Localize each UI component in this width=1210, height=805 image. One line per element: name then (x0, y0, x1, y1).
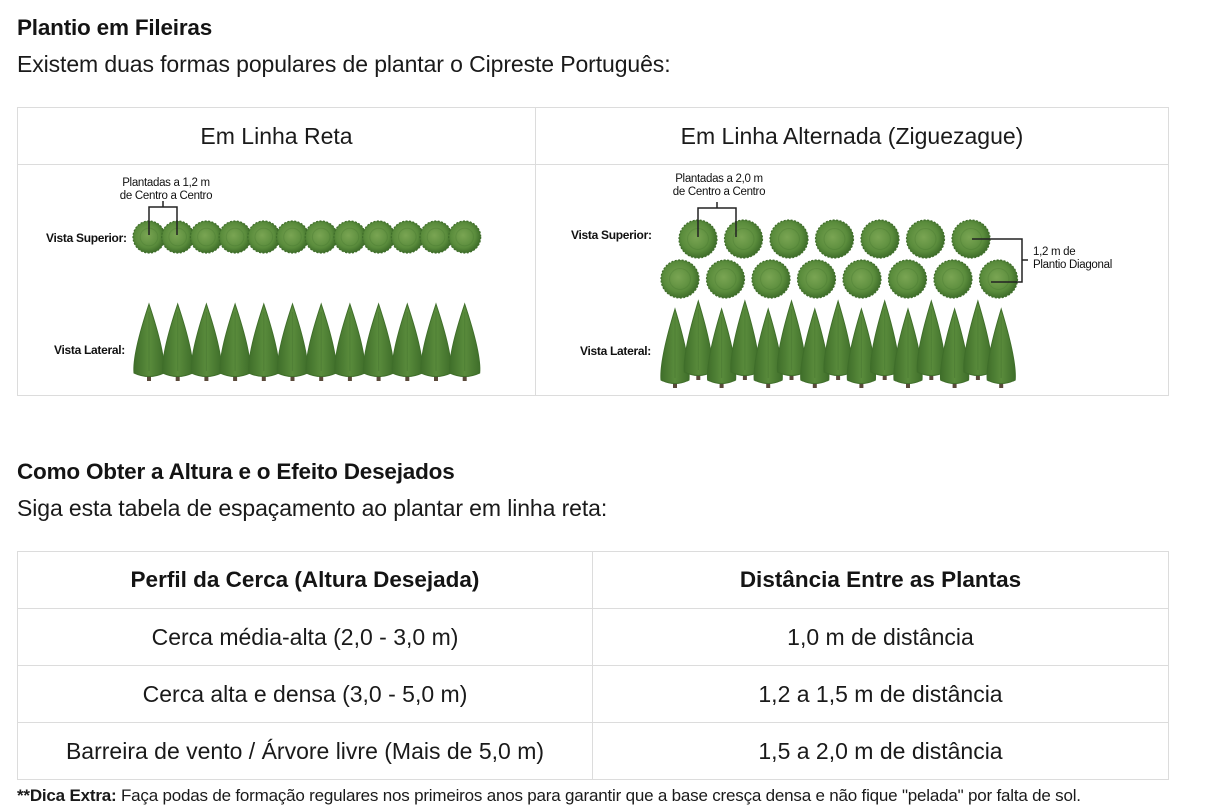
cell-profile: Cerca alta e densa (3,0 - 5,0 m) (17, 665, 593, 723)
planting-methods-table: Em Linha Reta Em Linha Alternada (Ziguez… (17, 107, 1169, 396)
straight-line-trees-illustration (132, 201, 482, 381)
shrub-top-view-icon (419, 220, 453, 254)
shrub-top-view-icon (933, 259, 973, 299)
cypress-tree-icon (986, 307, 1016, 388)
shrub-top-view-icon (887, 259, 928, 299)
top-view-label: Vista Superior: (571, 228, 652, 242)
cypress-tree-icon (276, 302, 309, 381)
shrub-top-view-icon (660, 259, 700, 299)
table-header-row: Perfil da Cerca (Altura Desejada) Distân… (17, 551, 1169, 609)
spacing-table: Perfil da Cerca (Altura Desejada) Distân… (17, 551, 1169, 780)
annotation-line: Plantadas a 1,2 m (122, 177, 210, 189)
cypress-tree-icon (963, 299, 993, 380)
shrub-top-view-icon (860, 219, 900, 259)
shrub-top-view-icon (448, 220, 482, 254)
shrub-top-view-icon (304, 220, 338, 254)
cell-profile: Barreira de vento / Árvore livre (Mais d… (17, 722, 593, 780)
table-row: Barreira de vento / Árvore livre (Mais d… (17, 722, 1169, 780)
cypress-tree-icon (893, 307, 923, 388)
shrub-top-view-icon (189, 220, 223, 254)
column-header-profile: Perfil da Cerca (Altura Desejada) (17, 551, 593, 609)
column-header-zigzag: Em Linha Alternada (Ziguezague) (535, 107, 1169, 165)
cypress-tree-icon (391, 302, 423, 381)
cypress-tree-icon (449, 302, 481, 381)
diagram-straight-line: Plantadas a 1,2 m de Centro a Centro Vis… (17, 164, 536, 396)
cypress-tree-icon (420, 302, 452, 381)
section-heading-planting: Plantio em Fileiras (17, 15, 213, 40)
spacing-annotation: Plantadas a 2,0 m de Centro a Centro (669, 173, 769, 199)
side-view-label: Vista Lateral: (580, 344, 651, 358)
cell-distance: 1,2 a 1,5 m de distância (592, 665, 1169, 723)
section-intro-planting: Existem duas formas populares de plantar… (17, 51, 671, 77)
spacing-annotation: Plantadas a 1,2 m de Centro a Centro (116, 177, 216, 203)
shrub-top-view-icon (751, 259, 791, 299)
shrub-top-view-icon (275, 220, 310, 254)
shrub-top-view-icon (705, 259, 746, 299)
section-intro-height: Siga esta tabela de espaçamento ao plant… (17, 495, 608, 521)
cypress-tree-icon (939, 307, 970, 388)
extra-tip: **Dica Extra: Faça podas de formação reg… (17, 786, 1081, 805)
cypress-tree-icon (248, 302, 280, 381)
cypress-tree-icon (305, 302, 337, 381)
shrub-top-view-icon (796, 259, 837, 299)
diagonal-annotation: 1,2 m de Plantio Diagonal (1033, 246, 1112, 272)
cypress-tree-icon (846, 307, 877, 388)
column-header-distance: Distância Entre as Plantas (592, 551, 1169, 609)
shrub-top-view-icon (218, 220, 252, 254)
annotation-line: de Centro a Centro (119, 190, 213, 202)
shrub-top-view-icon (333, 220, 367, 254)
cell-distance: 1,0 m de distância (592, 608, 1169, 666)
shrub-top-view-icon (247, 220, 281, 254)
zigzag-trees-illustration (660, 202, 1028, 388)
cypress-tree-icon (870, 299, 900, 380)
annotation-line: Plantadas a 2,0 m (675, 173, 763, 185)
annotation-line: de Centro a Centro (672, 186, 766, 198)
cypress-tree-icon (753, 307, 783, 388)
cell-distance: 1,5 a 2,0 m de distância (592, 722, 1169, 780)
side-view-label: Vista Lateral: (54, 343, 125, 357)
extra-tip-text: Faça podas de formação regulares nos pri… (116, 786, 1081, 805)
cypress-tree-icon (683, 299, 713, 380)
cypress-tree-icon (706, 307, 737, 388)
cypress-tree-icon (190, 302, 223, 381)
shrub-top-view-icon (769, 219, 809, 259)
cypress-tree-icon (162, 302, 194, 381)
shrub-top-view-icon (905, 219, 946, 259)
shrub-top-view-icon (978, 259, 1019, 299)
cypress-tree-icon (133, 302, 165, 381)
cypress-tree-icon (800, 307, 830, 388)
cypress-tree-icon (362, 302, 395, 381)
shrub-top-view-icon (723, 219, 764, 259)
cypress-tree-icon (219, 302, 251, 381)
shrub-top-view-icon (390, 220, 424, 254)
annotation-line: 1,2 m de (1033, 246, 1076, 258)
cypress-tree-icon (776, 299, 807, 380)
column-header-straight-line: Em Linha Reta (17, 107, 536, 165)
shrub-top-view-icon (814, 219, 855, 259)
cypress-tree-icon (823, 299, 853, 380)
cell-profile: Cerca média-alta (2,0 - 3,0 m) (17, 608, 593, 666)
diagram-zigzag: Plantadas a 2,0 m de Centro a Centro 1,2… (535, 164, 1169, 396)
extra-tip-label: **Dica Extra: (17, 786, 117, 805)
table-row: Cerca alta e densa (3,0 - 5,0 m) 1,2 a 1… (17, 665, 1169, 723)
cypress-tree-icon (334, 302, 366, 381)
cypress-tree-icon (916, 299, 946, 380)
section-heading-height: Como Obter a Altura e o Efeito Desejados (17, 459, 455, 484)
shrub-top-view-icon (842, 259, 882, 299)
cypress-tree-icon (730, 299, 760, 380)
cypress-tree-icon (660, 307, 690, 388)
shrub-top-view-icon (362, 220, 396, 254)
top-view-label: Vista Superior: (46, 231, 127, 245)
annotation-line: Plantio Diagonal (1033, 259, 1112, 271)
table-row: Cerca média-alta (2,0 - 3,0 m) 1,0 m de … (17, 608, 1169, 666)
